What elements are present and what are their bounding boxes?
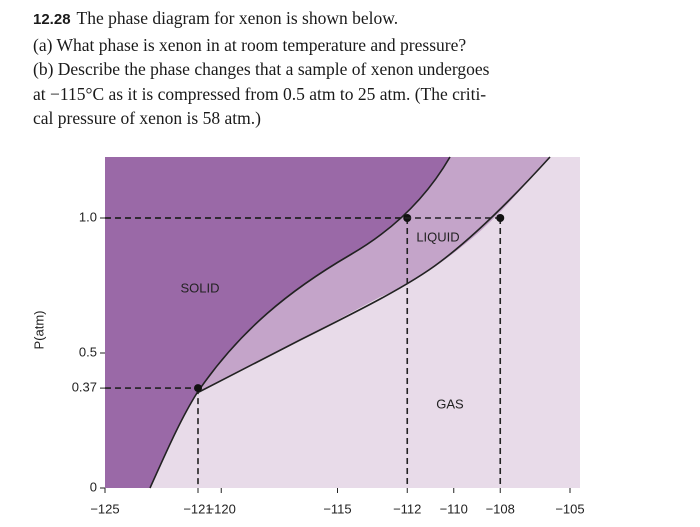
y-tick-label: 0.37 [72, 380, 97, 395]
region-label: GAS [436, 396, 464, 411]
x-tick-label: −125 [90, 501, 119, 516]
x-tick-label: −108 [486, 501, 515, 516]
x-tick-label: −112 [393, 501, 421, 516]
x-tick-label: −110 [440, 501, 468, 516]
line: 12.28 The phase diagram for xenon is show… [33, 6, 489, 33]
x-tick-label: −105 [555, 501, 584, 516]
liquid-region [197, 157, 550, 393]
y-axis-label: P(atm) [31, 311, 46, 350]
region-label: LIQUID [416, 229, 459, 244]
problem: 12.28 The phase diagram for xenon is show… [33, 6, 489, 131]
solid-region [105, 157, 450, 488]
solid-boundary [149, 156, 451, 489]
liquid-gas-boundary [196, 156, 551, 394]
line: (a) What phase is xenon in at room tempe… [33, 34, 467, 55]
line: at −115°C as it is compressed from 0.5 a… [33, 83, 487, 104]
y-tick-label: 0 [90, 479, 97, 494]
line: cal pressure of xenon is 58 atm.) [33, 108, 261, 128]
region-label: SOLID [180, 280, 219, 295]
y-tick-label: 0.5 [79, 344, 97, 359]
y-tick-label: 1.0 [79, 209, 97, 224]
line: (b) Describe the phase changes that a sa… [33, 59, 490, 79]
problem-number: 12.28 [33, 11, 71, 28]
point [496, 214, 505, 222]
point [194, 384, 202, 393]
x-tick-label: −115 [323, 501, 351, 516]
x-tick-label: −120 [207, 501, 236, 516]
x-tick-label: −121 [183, 501, 212, 516]
line-text: The phase diagram for xenon is shown bel… [76, 8, 399, 28]
